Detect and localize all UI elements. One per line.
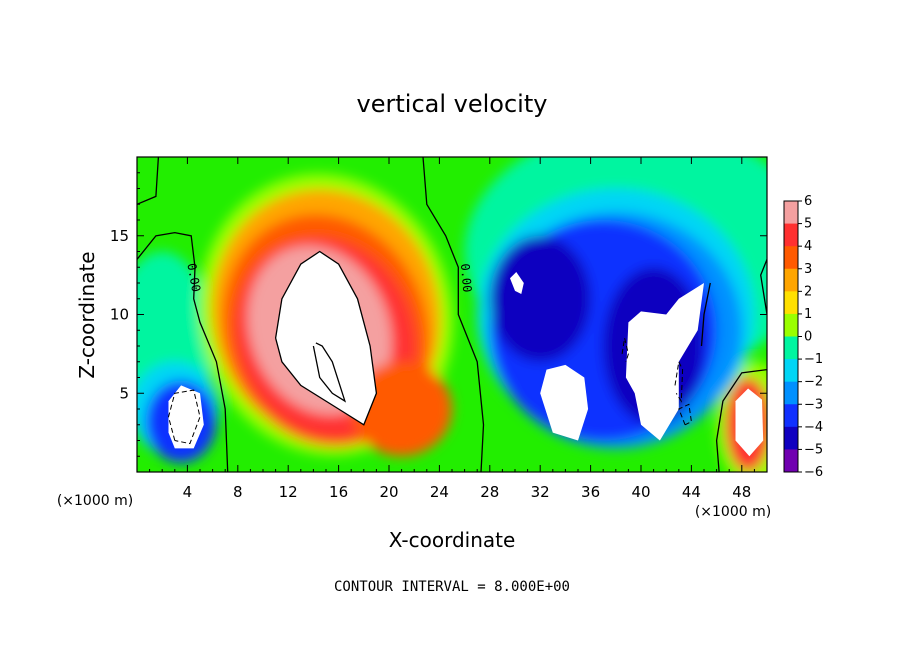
y-axis-ticks: 5 10 15 <box>110 172 767 457</box>
core-left <box>168 385 204 449</box>
colorbar-tick-label: −1 <box>804 352 823 367</box>
chart-title: vertical velocity <box>357 90 548 118</box>
colorbar-band <box>784 268 798 292</box>
contour-label: 0.00 <box>458 263 474 293</box>
zero-contour <box>137 231 229 472</box>
core-right <box>735 388 764 457</box>
colorbar-tick-label: 5 <box>804 217 812 232</box>
colorbar-band <box>784 223 798 247</box>
x-tick-label: 12 <box>279 483 298 501</box>
zero-contour <box>760 259 767 315</box>
y-axis-label: Z-coordinate <box>75 251 99 378</box>
x-tick-label: 36 <box>581 483 600 501</box>
x-tick-label: 24 <box>430 483 449 501</box>
x-tick-label: 40 <box>631 483 650 501</box>
colorbar-tick-label: 2 <box>804 284 812 299</box>
x-tick-label: 32 <box>531 483 550 501</box>
small-core <box>510 272 524 294</box>
downdraft-core-2 <box>540 364 589 441</box>
downdraft-core <box>625 283 704 441</box>
dashed-contour <box>621 337 629 362</box>
x-unit-label: (×1000 m) <box>695 504 771 520</box>
field-blob <box>351 361 452 457</box>
colorbar-tick-label: −3 <box>804 397 823 412</box>
colorbar-band <box>784 426 798 450</box>
inner-contour <box>312 342 347 403</box>
dashed-contour <box>678 403 692 426</box>
x-tick-label: 16 <box>329 483 348 501</box>
zero-contour <box>422 157 485 472</box>
colorbar-tick-label: −2 <box>804 375 823 390</box>
contour-label: 0.00 <box>184 262 203 293</box>
colorbar-tick-label: 4 <box>804 239 812 254</box>
updraft-core <box>275 251 377 425</box>
colorbar-band <box>784 381 798 405</box>
zero-contour <box>700 282 711 347</box>
field-blob <box>489 235 591 362</box>
dashed-contour <box>167 389 201 445</box>
x-tick-label: 48 <box>732 483 751 501</box>
colorbar-band <box>784 291 798 315</box>
colorbar: 6 5 4 3 2 1 0 −1 −2 −3 −4 −5 −6 <box>783 194 823 480</box>
x-axis-ticks: 4 8 12 16 20 24 28 32 36 40 44 48 <box>149 157 755 501</box>
zero-contour <box>137 157 160 205</box>
plot-area: 0.00 0.00 <box>137 157 767 472</box>
colorbar-band <box>784 313 798 337</box>
colorbar-tick-label: 3 <box>804 262 812 277</box>
y-unit-label: (×1000 m) <box>57 493 133 509</box>
x-tick-label: 4 <box>183 483 193 501</box>
y-tick-label: 15 <box>110 227 129 245</box>
colorbar-band <box>784 336 798 360</box>
colorbar-band <box>784 359 798 383</box>
x-tick-label: 28 <box>480 483 499 501</box>
contour-interval-note: CONTOUR INTERVAL = 8.000E+00 <box>334 579 570 595</box>
colorbar-tick-label: −4 <box>804 420 823 435</box>
y-tick-label: 10 <box>110 306 129 324</box>
velocity-field <box>137 157 767 472</box>
colorbar-band <box>784 246 798 270</box>
dashed-contour <box>674 360 684 403</box>
colorbar-band <box>784 449 798 473</box>
zero-contour <box>715 368 767 472</box>
x-axis-label: X-coordinate <box>389 528 516 552</box>
colorbar-tick-label: 6 <box>804 194 812 209</box>
colorbar-tick-label: −6 <box>804 465 823 480</box>
colorbar-band <box>784 404 798 428</box>
x-tick-label: 8 <box>233 483 243 501</box>
colorbar-tick-label: 0 <box>804 330 812 345</box>
colorbar-band <box>784 201 798 225</box>
x-tick-label: 44 <box>682 483 701 501</box>
colorbar-tick-label: −5 <box>804 442 823 457</box>
contour-lines: 0.00 0.00 <box>137 157 767 472</box>
colorbar-tick-label: 1 <box>804 307 812 322</box>
core-contour <box>274 250 378 426</box>
y-tick-label: 5 <box>119 384 129 402</box>
x-tick-label: 20 <box>379 483 398 501</box>
